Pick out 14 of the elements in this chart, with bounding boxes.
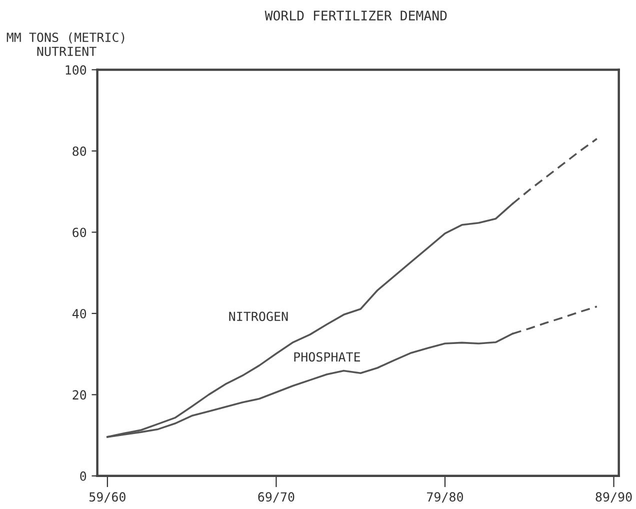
- y-tick-label: 80: [72, 146, 86, 156]
- y-tick-label: 0: [80, 471, 86, 481]
- y-tick-label: 60: [72, 228, 86, 238]
- y-tick-label: 20: [72, 390, 86, 400]
- y-tick-label: 40: [72, 308, 86, 318]
- series-label: NITROGEN: [229, 312, 288, 322]
- x-tick-label: 59/60: [89, 492, 126, 503]
- series-label: PHOSPHATE: [294, 352, 360, 362]
- x-tick-label: 79/80: [427, 492, 463, 503]
- y-tick-label: 100: [66, 65, 86, 75]
- chart-title: WORLD FERTILIZER DEMAND: [264, 10, 447, 21]
- y-axis-title: MM TONS (METRIC) NUTRIENT: [6, 32, 124, 56]
- x-tick-label: 89/90: [596, 492, 632, 503]
- x-tick-label: 69/70: [258, 492, 294, 503]
